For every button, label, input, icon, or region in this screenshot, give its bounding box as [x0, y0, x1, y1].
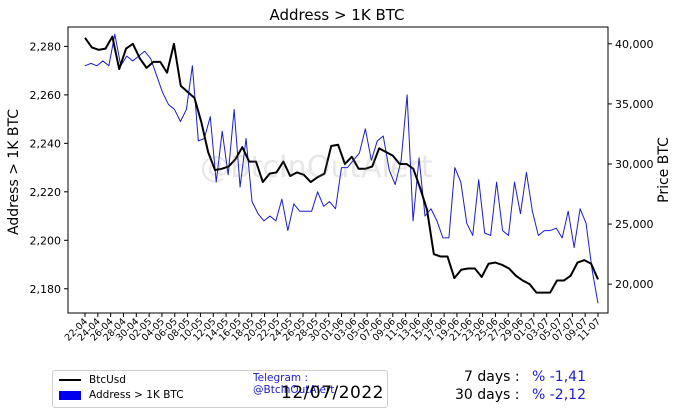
- series-line-btcusd: [84, 35, 599, 294]
- left-tick-label: 2,260: [30, 89, 62, 102]
- left-tick-label: 2,220: [30, 186, 62, 199]
- right-axis-label: Price BTC: [656, 137, 672, 203]
- left-tick-label: 2,240: [30, 137, 62, 150]
- left-axis-label: Address > 1K BTC: [6, 109, 22, 235]
- watermark: @BtcInOutAlert: [200, 150, 433, 185]
- right-tick-label: 20,000: [615, 278, 654, 291]
- legend-item-address: Address > 1K BTC: [59, 389, 184, 401]
- right-tick-label: 40,000: [615, 38, 654, 51]
- right-tick-label: 30,000: [615, 158, 654, 171]
- legend-swatch-btcusd: [59, 379, 81, 381]
- stat-30days-label: 30 days :: [455, 387, 520, 403]
- stat-7days-value: % -1,41: [532, 369, 586, 385]
- stat-30days-value: % -2,12: [532, 387, 586, 403]
- right-tick-label: 35,000: [615, 98, 654, 111]
- chart-svg: Address > 1K BTC Address > 1K BTC Price …: [6, 6, 672, 344]
- right-tick-label: 25,000: [615, 218, 654, 231]
- legend-label-btcusd: BtcUsd: [89, 374, 126, 386]
- legend-item-btcusd: BtcUsd: [59, 374, 126, 386]
- telegram-handle: Telegram : @BtcInOutAlert: [253, 372, 335, 396]
- series-line-address: [84, 33, 599, 304]
- plot-area: [67, 26, 609, 314]
- legend-swatch-address: [59, 390, 81, 400]
- report-date: 12/07/2022: [281, 383, 384, 403]
- left-tick-label: 2,280: [30, 40, 62, 53]
- stat-7days-label: 7 days :: [464, 369, 520, 385]
- left-tick-label: 2,200: [30, 234, 62, 247]
- legend-label-address: Address > 1K BTC: [89, 389, 184, 401]
- chart-title: Address > 1K BTC: [269, 6, 404, 24]
- left-tick-label: 2,180: [30, 283, 62, 296]
- legend: BtcUsd Address > 1K BTC Telegram : @BtcI…: [52, 370, 388, 408]
